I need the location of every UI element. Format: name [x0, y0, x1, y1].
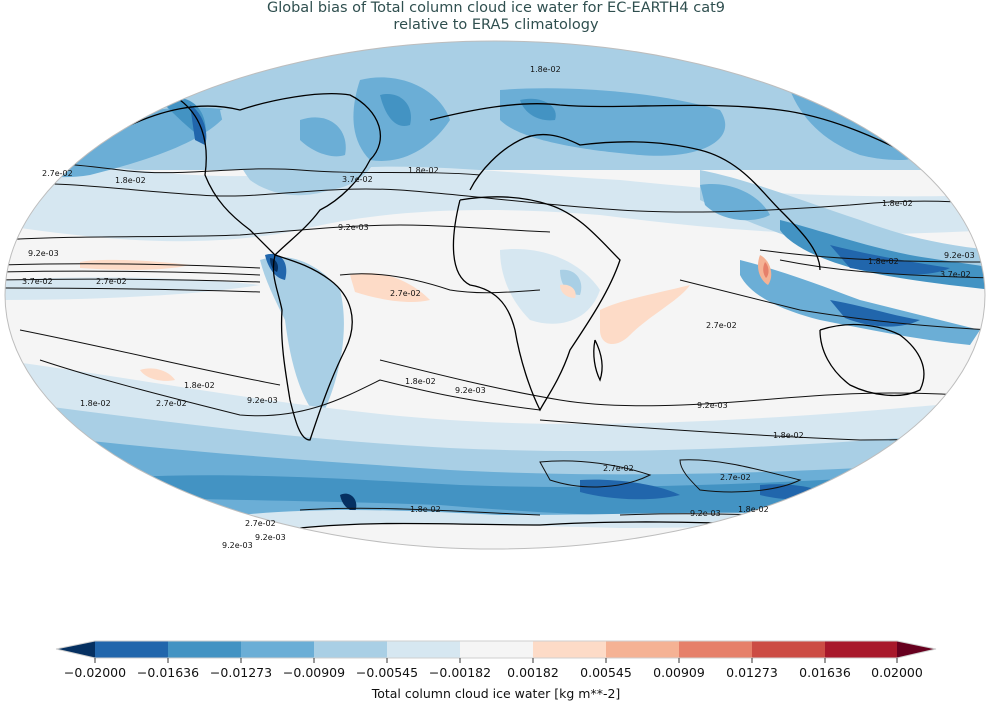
contour-label: 1.8e-02 [410, 505, 441, 514]
contour-label: 1.8e-02 [405, 377, 436, 386]
colorbar-tick-label: 0.01636 [799, 665, 851, 680]
chart-title: Global bias of Total column cloud ice wa… [0, 0, 992, 34]
title-line-2: relative to ERA5 climatology [393, 17, 599, 33]
contour-label: 1.8e-02 [80, 399, 111, 408]
colorbar-segments [95, 641, 897, 658]
colorbar [55, 640, 937, 663]
colorbar-tick-label: 0.00182 [507, 665, 559, 680]
colorbar-tick-label: 0.00545 [580, 665, 632, 680]
climatology-contours [5, 162, 985, 521]
contour-label: 2.7e-02 [390, 289, 421, 298]
contour-label: 2.7e-02 [156, 399, 187, 408]
contour-label: 1.8e-02 [882, 199, 913, 208]
contour-label: 9.2e-03 [222, 541, 253, 550]
contour-label: 2.7e-02 [245, 519, 276, 528]
contour-label: 1.8e-02 [773, 431, 804, 440]
contour-label: 1.8e-02 [530, 65, 561, 74]
colorbar-label: Total column cloud ice water [kg m**-2] [371, 686, 621, 701]
contour-label: 1.8e-02 [738, 505, 769, 514]
contour-label: 3.7e-02 [940, 270, 971, 279]
contour-label: 2.7e-02 [603, 464, 634, 473]
contour-label: 1.8e-02 [868, 257, 899, 266]
contour-label: 9.2e-03 [944, 251, 975, 260]
colorbar-tick-label: 0.01273 [726, 665, 778, 680]
colorbar-extend-low [56, 641, 95, 658]
contour-label: 2.7e-02 [96, 277, 127, 286]
contour-label: 9.2e-03 [338, 223, 369, 232]
contour-label: 3.7e-02 [22, 277, 53, 286]
colorbar-tick-label: −0.01636 [136, 665, 200, 680]
colorbar-extend-high [897, 641, 936, 658]
world-map: 1.8e-02 2.7e-02 1.8e-02 3.7e-02 1.8e-02 … [4, 40, 986, 550]
colorbar-tick-label: −0.02000 [63, 665, 127, 680]
colorbar-tick-label: 0.02000 [871, 665, 923, 680]
colorbar-ticks [94, 658, 898, 663]
contour-label: 1.8e-02 [184, 381, 215, 390]
colorbar-tick-label: −0.00545 [355, 665, 419, 680]
bias-field [5, 41, 985, 549]
contour-label: 9.2e-03 [690, 509, 721, 518]
contour-label: 1.8e-02 [408, 166, 439, 175]
contour-label: 9.2e-03 [247, 396, 278, 405]
contour-labels: 1.8e-02 2.7e-02 1.8e-02 3.7e-02 1.8e-02 … [22, 65, 975, 550]
contour-label: 9.2e-03 [28, 249, 59, 258]
contour-label: 2.7e-02 [42, 169, 73, 178]
colorbar-tick-label: −0.00182 [428, 665, 492, 680]
contour-label: 3.7e-02 [342, 175, 373, 184]
colorbar-tick-label: −0.01273 [209, 665, 273, 680]
title-line-1: Global bias of Total column cloud ice wa… [266, 0, 726, 16]
contour-label: 9.2e-03 [455, 386, 486, 395]
map-boundary [4, 40, 986, 550]
colorbar-tick-label: 0.00909 [653, 665, 705, 680]
contour-label: 1.8e-02 [115, 176, 146, 185]
contour-label: 9.2e-03 [697, 401, 728, 410]
contour-label: 2.7e-02 [706, 321, 737, 330]
colorbar-tick-label: −0.00909 [282, 665, 346, 680]
contour-label: 2.7e-02 [720, 473, 751, 482]
contour-label: 9.2e-03 [255, 533, 286, 542]
